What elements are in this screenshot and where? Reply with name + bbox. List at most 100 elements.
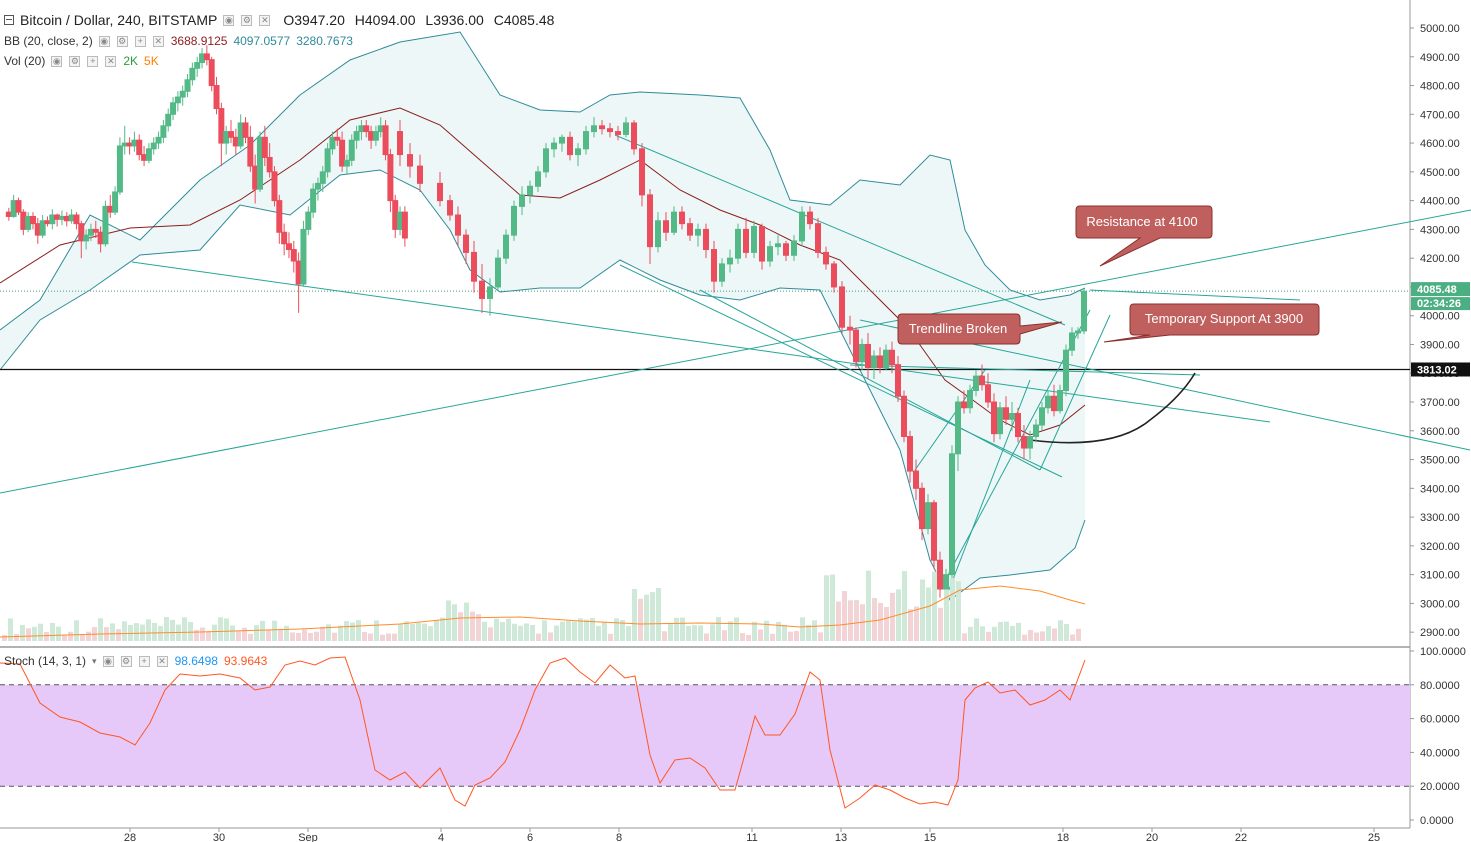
candle[interactable] [839, 281, 845, 333]
trend-line[interactable] [614, 134, 1066, 326]
trend-line[interactable] [699, 289, 1041, 471]
trend-line[interactable] [849, 364, 1201, 376]
candle[interactable] [136, 134, 143, 161]
candle[interactable] [925, 494, 931, 535]
candle[interactable] [807, 206, 813, 230]
candle[interactable] [203, 45, 210, 66]
candle[interactable] [170, 97, 177, 121]
candle[interactable] [165, 108, 172, 132]
settings-icon[interactable]: ⚙ [116, 35, 128, 47]
candle[interactable] [324, 143, 331, 178]
candle[interactable] [78, 220, 85, 259]
candle[interactable] [471, 240, 477, 293]
candle[interactable] [401, 206, 408, 247]
stoch-label[interactable]: Stoch (14, 3, 1) [4, 654, 87, 668]
vol-label[interactable]: Vol (20) [4, 54, 46, 68]
candle[interactable] [997, 402, 1003, 440]
candle[interactable] [871, 350, 877, 379]
candle[interactable] [1003, 396, 1009, 426]
candle[interactable] [1081, 288, 1087, 335]
settings-icon[interactable]: ⚙ [241, 14, 253, 26]
bb-label[interactable]: BB (20, close, 2) [4, 34, 93, 48]
candle[interactable] [687, 217, 693, 241]
candle[interactable] [463, 229, 469, 264]
candle[interactable] [865, 332, 871, 379]
candle[interactable] [1069, 327, 1075, 356]
candle[interactable] [949, 445, 955, 590]
candle[interactable] [1021, 425, 1027, 460]
candle[interactable] [783, 240, 789, 262]
stoch-d-line[interactable] [0, 656, 1086, 809]
trend-line[interactable] [0, 209, 1471, 494]
candle[interactable] [155, 131, 162, 149]
candle[interactable] [679, 206, 685, 230]
trend-line[interactable] [619, 264, 1063, 478]
candle[interactable] [671, 206, 677, 236]
candle[interactable] [271, 166, 278, 207]
candle[interactable] [92, 220, 99, 239]
candle[interactable] [1045, 390, 1051, 414]
candle[interactable] [591, 117, 597, 138]
eye-icon[interactable]: ◉ [98, 35, 110, 47]
candle[interactable] [305, 206, 312, 236]
candle[interactable] [1051, 384, 1057, 417]
symbol-title[interactable]: Bitcoin / Dollar, 240, BITSTAMP [20, 12, 218, 28]
candle[interactable] [112, 186, 119, 216]
candle[interactable] [285, 232, 292, 259]
candle[interactable] [961, 390, 967, 414]
candle[interactable] [551, 137, 557, 158]
candle[interactable] [847, 315, 853, 345]
candle[interactable] [767, 240, 773, 267]
candle[interactable] [607, 122, 613, 138]
candle[interactable] [979, 364, 985, 391]
candle[interactable] [348, 134, 355, 167]
candle[interactable] [663, 212, 669, 241]
candle[interactable] [931, 499, 937, 569]
candle[interactable] [703, 223, 709, 259]
time-axis[interactable]: 28 30 Sep 4 6 8 11 13 15 18 20 22 25 [124, 828, 1380, 842]
candle[interactable] [334, 128, 341, 146]
candle[interactable] [479, 263, 485, 313]
candle[interactable] [387, 148, 394, 213]
bb-basis-line[interactable] [0, 107, 1086, 436]
candle[interactable] [655, 212, 661, 253]
candle[interactable] [853, 327, 859, 368]
candle[interactable] [623, 117, 629, 138]
candle[interactable] [775, 235, 781, 256]
collapse-icon[interactable] [4, 15, 14, 25]
candle[interactable] [1015, 407, 1021, 443]
candle[interactable] [719, 258, 725, 287]
candle[interactable] [759, 223, 765, 270]
candle[interactable] [559, 134, 565, 152]
candle[interactable] [743, 217, 749, 259]
candle[interactable] [831, 261, 837, 293]
candle[interactable] [913, 459, 919, 500]
support-callout[interactable]: Temporary Support At 3900 [1103, 303, 1320, 343]
chevron-down-icon[interactable]: ▾ [92, 655, 97, 666]
candle[interactable] [815, 217, 821, 259]
candle[interactable] [799, 206, 805, 247]
candle[interactable] [116, 137, 123, 195]
candle[interactable] [735, 223, 741, 264]
candle[interactable] [417, 154, 423, 192]
candle[interactable] [189, 62, 196, 86]
candle[interactable] [160, 120, 167, 144]
candle[interactable] [73, 212, 80, 230]
candle[interactable] [29, 212, 36, 230]
trend-line[interactable] [131, 261, 1271, 423]
eye-icon[interactable]: ◉ [223, 14, 235, 26]
candle[interactable] [300, 220, 307, 287]
candle[interactable] [1063, 344, 1069, 397]
candle[interactable] [397, 120, 403, 167]
candle[interactable] [290, 240, 297, 273]
candle[interactable] [631, 120, 637, 155]
candle[interactable] [727, 249, 733, 273]
candle[interactable] [567, 131, 573, 161]
candle[interactable] [218, 102, 225, 167]
candle[interactable] [363, 120, 370, 138]
candle[interactable] [242, 117, 249, 144]
support-curve[interactable] [1029, 372, 1196, 444]
candle[interactable] [583, 125, 589, 155]
candle[interactable] [751, 220, 757, 259]
